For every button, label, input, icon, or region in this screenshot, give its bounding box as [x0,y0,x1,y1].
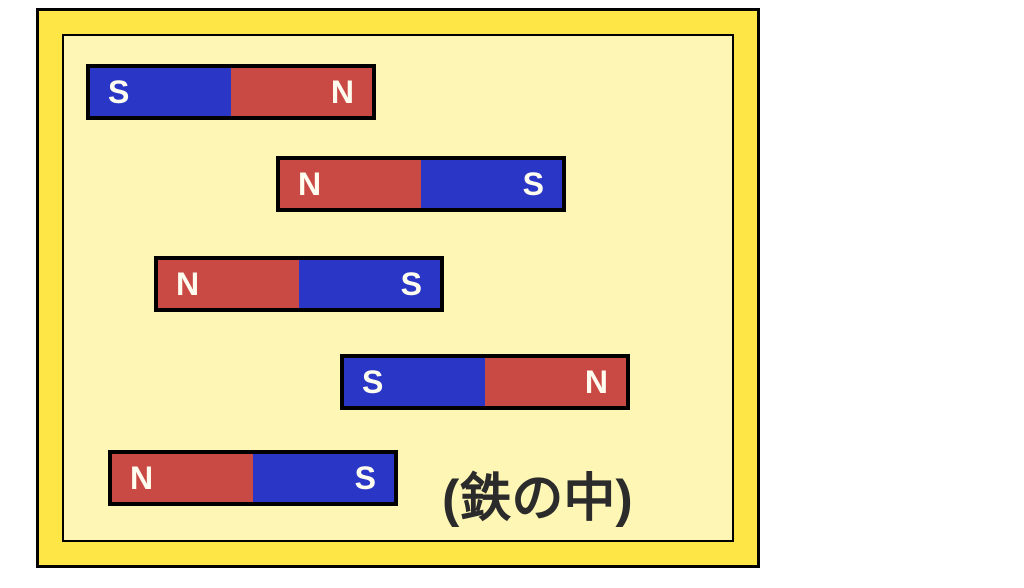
magnet-pole-right: S [421,160,562,208]
bar-magnet: N S [154,256,444,312]
pole-label: S [355,462,376,494]
magnet-pole-left: N [280,160,421,208]
magnet-pole-left: S [344,358,485,406]
pole-label: N [176,268,199,300]
bar-magnet: S N [86,64,376,120]
pole-label: S [108,76,129,108]
pole-label: N [298,168,321,200]
pole-label: S [523,168,544,200]
pole-label: N [585,366,608,398]
caption-text: (鉄の中) [442,456,633,531]
bar-magnet: N S [276,156,566,212]
magnet-pole-right: S [299,260,440,308]
pole-label: N [331,76,354,108]
magnet-pole-left: S [90,68,231,116]
magnet-pole-right: N [231,68,372,116]
diagram-canvas: S N N S N S S N N [0,0,1024,588]
pole-label: N [130,462,153,494]
pole-label: S [362,366,383,398]
bar-magnet: S N [340,354,630,410]
magnet-pole-right: S [253,454,394,502]
magnet-pole-left: N [112,454,253,502]
magnet-pole-right: N [485,358,626,406]
pole-label: S [401,268,422,300]
magnet-pole-left: N [158,260,299,308]
bar-magnet: N S [108,450,398,506]
